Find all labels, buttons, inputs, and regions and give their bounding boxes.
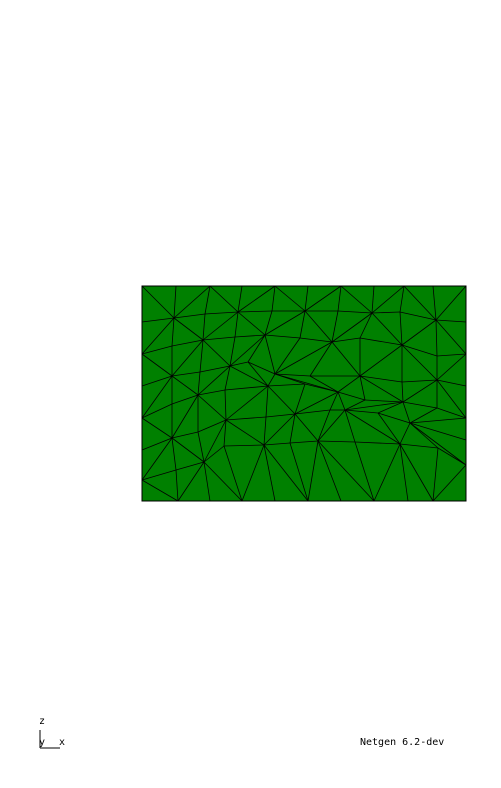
version-label: Netgen 6.2-dev [360, 738, 444, 748]
axis-z-label: z [39, 717, 45, 727]
axis-y-label: y [39, 738, 45, 748]
axis-x-label: x [59, 738, 65, 748]
